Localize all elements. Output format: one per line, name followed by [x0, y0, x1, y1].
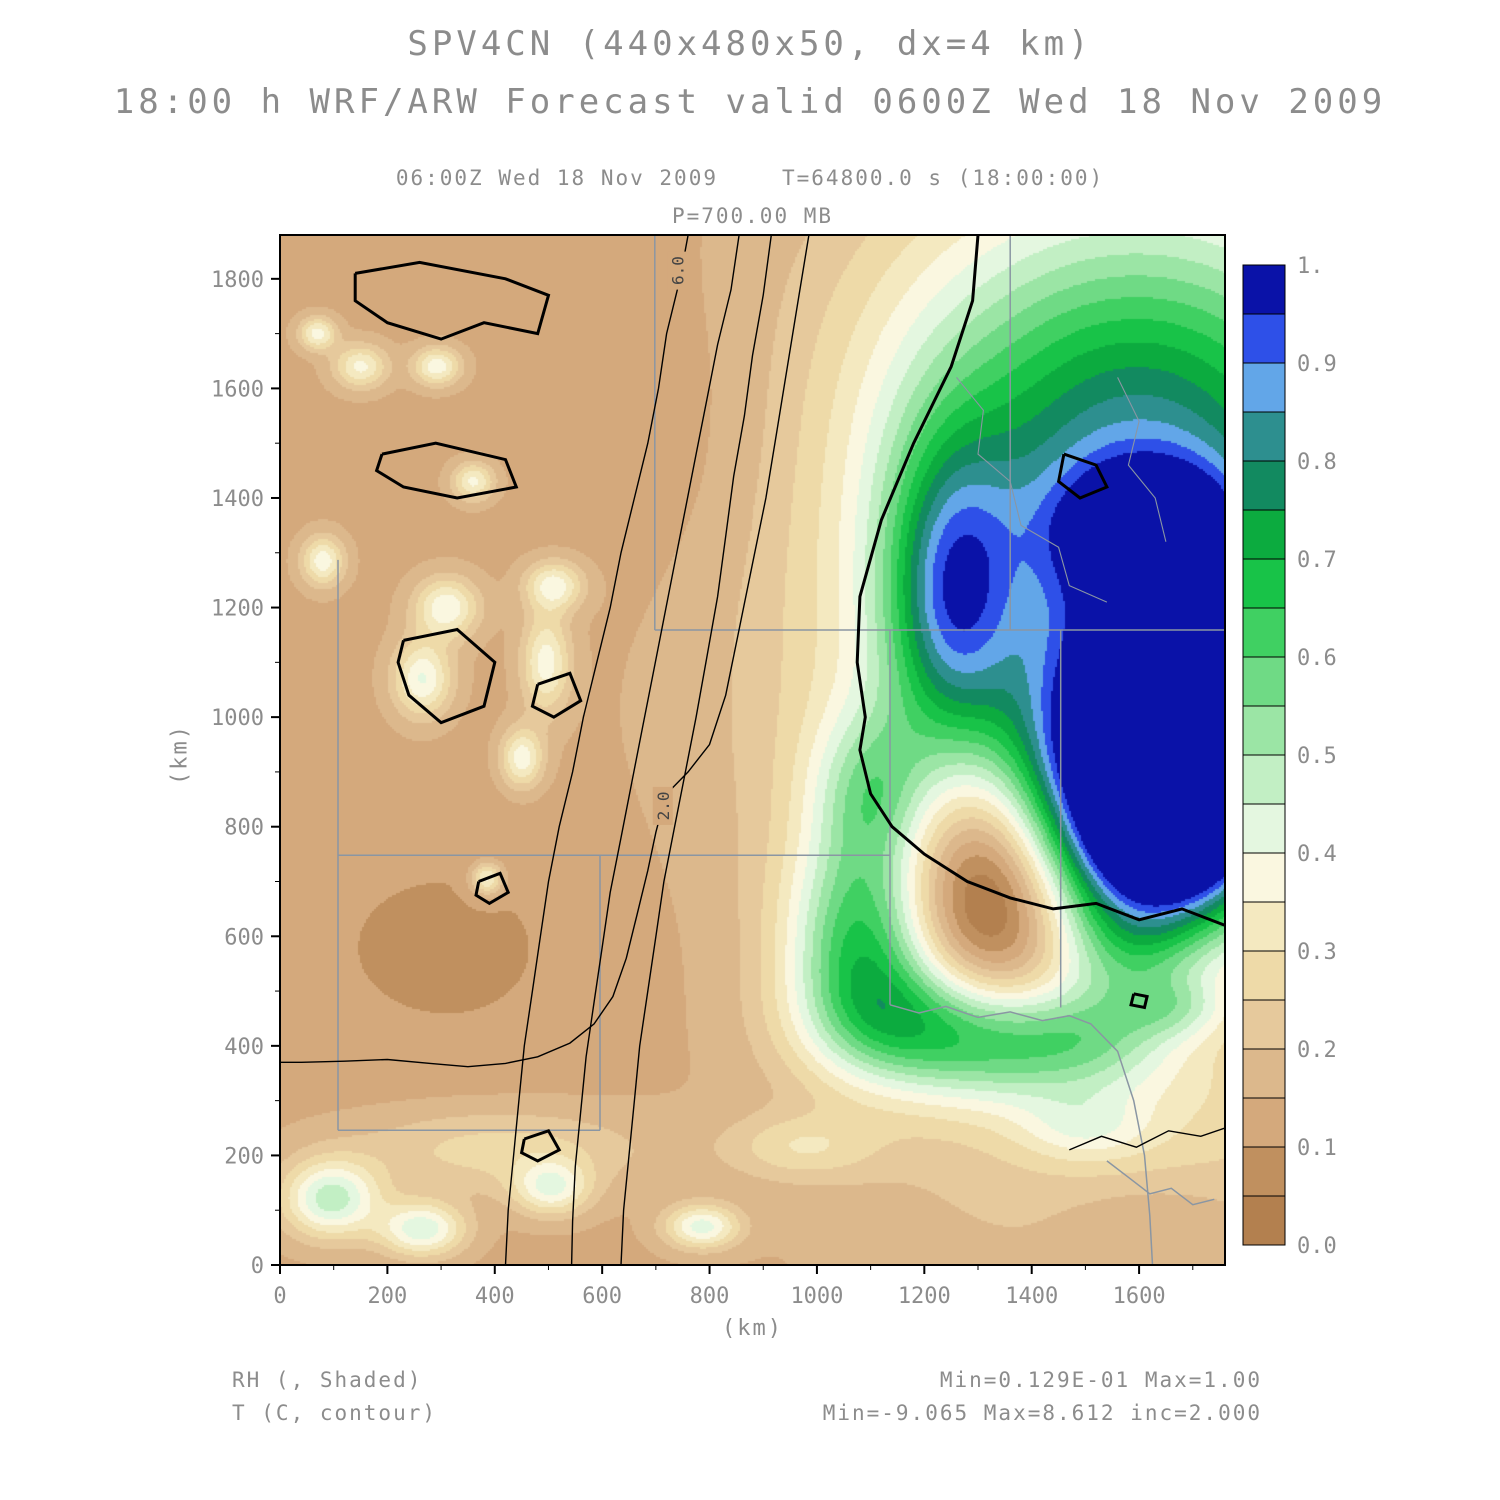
y-tick-label: 1800 [211, 268, 264, 293]
x-tick-label: 1600 [1113, 1284, 1166, 1309]
y-tick-label: 1400 [211, 487, 264, 512]
colorbar-segment [1242, 901, 1286, 952]
valid-time-line: 06:00Z Wed 18 Nov 2009 T=64800.0 s (18:00… [0, 166, 1500, 190]
x-tick-label: 1400 [1005, 1284, 1058, 1309]
legend-shaded-field: RH (, Shaded) [232, 1368, 423, 1392]
svg-text:6.0: 6.0 [668, 256, 687, 285]
river-line [956, 377, 1108, 603]
colorbar-segment [1242, 313, 1286, 364]
contour-label: 2.0 [652, 786, 673, 825]
svg-text:2.0: 2.0 [654, 791, 673, 820]
colorbar-segment [1242, 950, 1286, 1001]
x-tick-label: 800 [690, 1284, 730, 1309]
colorbar-tick-label: 0.0 [1297, 1234, 1337, 1259]
temperature-contour-thick [353, 260, 551, 341]
colorbar-tick-label: 1. [1297, 254, 1324, 279]
x-tick-label: 1200 [898, 1284, 951, 1309]
temperature-contour [620, 235, 772, 1265]
colorbar-segment [1242, 362, 1286, 413]
y-tick-label: 200 [224, 1144, 264, 1169]
colorbar-tick-label: 0.7 [1297, 548, 1337, 573]
map-boundaries-and-contours: 6.0 2.0 [280, 235, 1225, 1265]
colorbar-segment [1242, 705, 1286, 756]
y-tick-label: 1000 [211, 706, 264, 731]
y-tick-label: 400 [224, 1035, 264, 1060]
model-title: SPV4CN (440x480x50, dx=4 km) [407, 24, 1093, 64]
y-tick-label: 800 [224, 816, 264, 841]
colorbar-segment [1242, 509, 1286, 560]
colorbar-segment [1242, 411, 1286, 462]
temperature-contour-thick [1129, 992, 1149, 1010]
x-tick-label: 1000 [790, 1284, 843, 1309]
x-tick-label: 0 [273, 1284, 286, 1309]
colorbar-tick-label: 0.3 [1297, 940, 1337, 965]
state-boundary-line [889, 1004, 1154, 1265]
colorbar-segment [1242, 754, 1286, 805]
y-tick-label: 1600 [211, 377, 264, 402]
y-tick-label: 600 [224, 925, 264, 950]
temperature-contour-thick [474, 871, 511, 906]
valid-time: 06:00Z Wed 18 Nov 2009 [395, 166, 718, 190]
temperature-contour-thick [519, 1128, 562, 1163]
pressure-level-label: P=700.00 MB [671, 204, 834, 228]
colorbar-tick-label: 0.8 [1297, 450, 1337, 475]
colorbar-segment [1242, 803, 1286, 854]
colorbar-segment [1242, 656, 1286, 707]
colorbar-segment [1242, 1146, 1286, 1197]
x-axis-title: (km) [722, 1316, 783, 1341]
temperature-contour [280, 235, 810, 1068]
contour-minmax: Min=-9.065 Max=8.612 inc=2.000 [822, 1401, 1262, 1425]
colorbar-segment [1242, 1048, 1286, 1099]
x-tick-label: 600 [582, 1284, 622, 1309]
y-axis-title: (km) [167, 724, 193, 785]
colorbar-segment [1242, 999, 1286, 1050]
y-tick-label: 0 [251, 1254, 264, 1279]
colorbar-segment [1242, 1195, 1286, 1246]
y-tick-label: 1200 [211, 597, 264, 622]
colorbar-tick-label: 0.4 [1297, 842, 1337, 867]
x-tick-label: 200 [368, 1284, 408, 1309]
temperature-contour [504, 235, 689, 1265]
forecast-title: 18:00 h WRF/ARW Forecast valid 0600Z Wed… [113, 82, 1387, 122]
colorbar-segment [1242, 264, 1286, 315]
colorbar-segment [1242, 460, 1286, 511]
state-boundary-line [1106, 1160, 1215, 1206]
temperature-contour [1069, 1127, 1225, 1151]
temperature-contour-thick [374, 441, 519, 500]
shaded-minmax: Min=0.129E-01 Max=1.00 [939, 1368, 1262, 1392]
colorbar-tick-label: 0.2 [1297, 1038, 1337, 1063]
colorbar-tick-label: 0.6 [1297, 646, 1337, 671]
temperature-contour-thick [1056, 452, 1109, 500]
x-tick-label: 400 [475, 1284, 515, 1309]
contour-label: 6.0 [667, 251, 688, 290]
colorbar-segment [1242, 1097, 1286, 1148]
model-time: T=64800.0 s (18:00:00) [782, 166, 1105, 190]
colorbar-segment [1242, 558, 1286, 609]
colorbar-tick-label: 0.5 [1297, 744, 1337, 769]
legend-contour-field: T (C, contour) [232, 1401, 438, 1425]
colorbar-segment [1242, 852, 1286, 903]
temperature-contour-thick [855, 235, 1225, 927]
colorbar-tick-label: 0.1 [1297, 1136, 1337, 1161]
colorbar-tick-label: 0.9 [1297, 352, 1337, 377]
colorbar-segment [1242, 607, 1286, 658]
temperature-contour-thick [396, 627, 497, 725]
river-line [1117, 377, 1167, 542]
temperature-contour-thick [530, 671, 583, 719]
